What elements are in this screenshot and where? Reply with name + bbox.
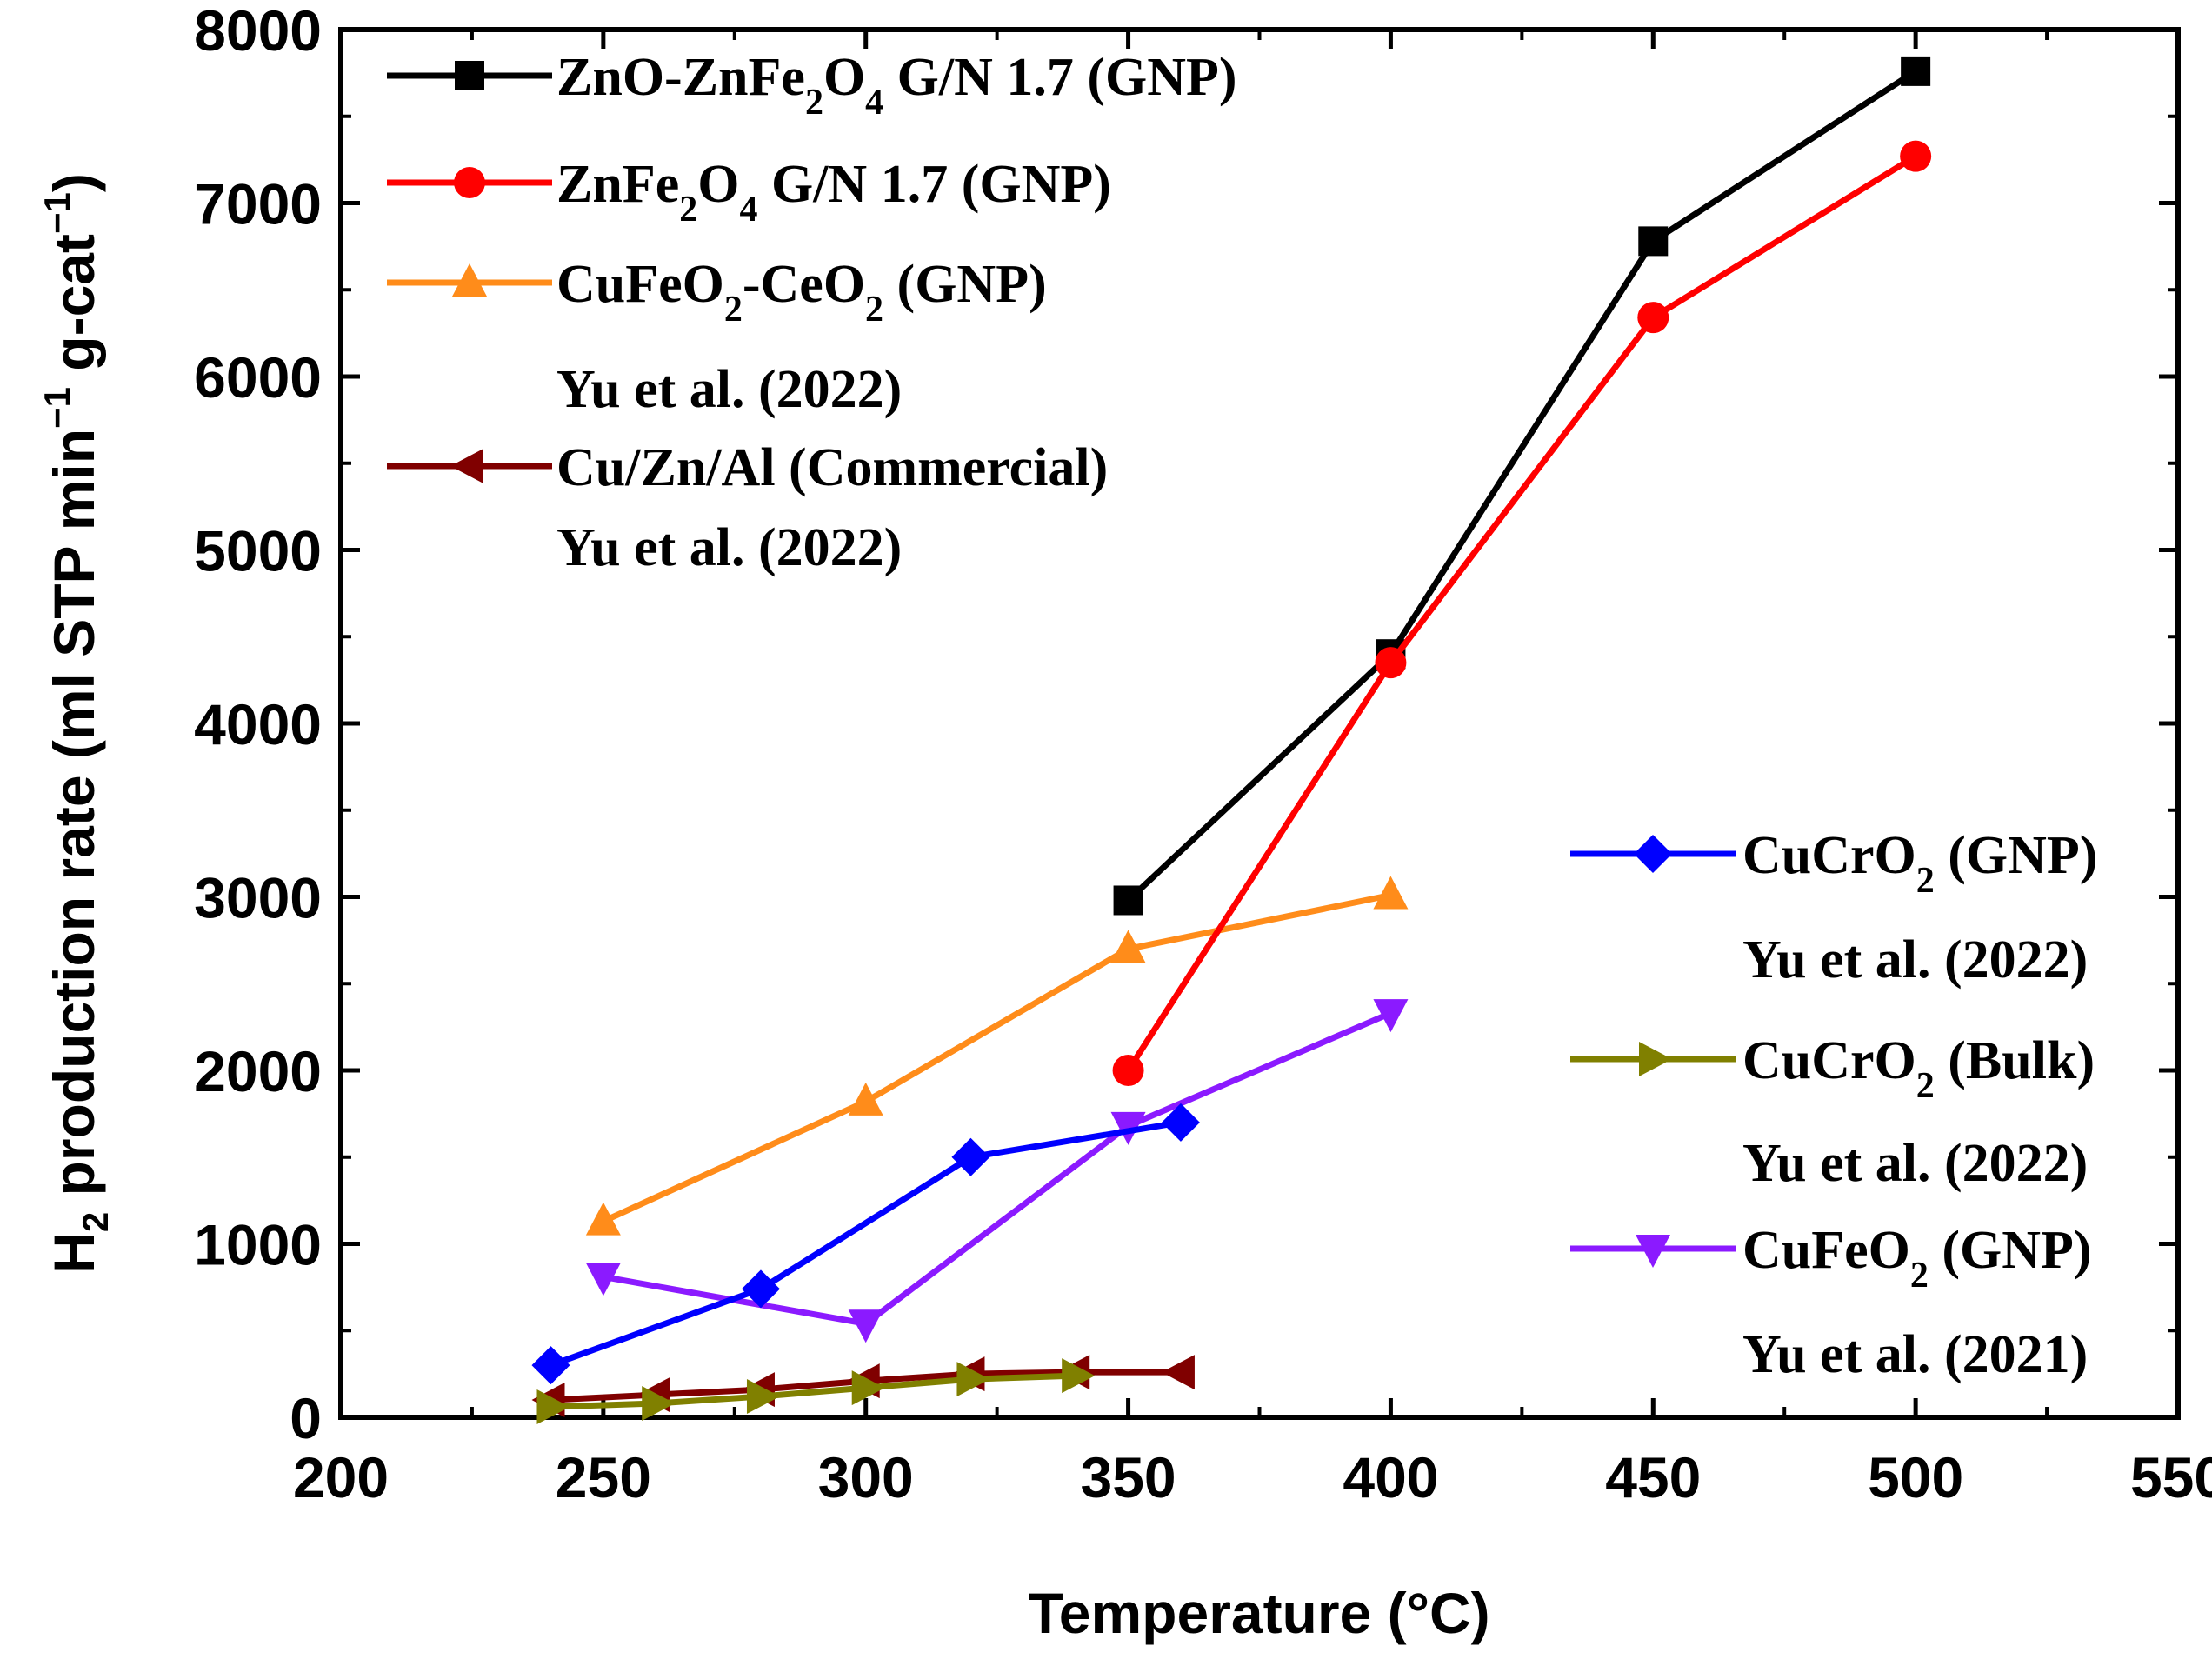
legend-label: ZnO-ZnFe2O4 G/N 1.7 (GNP) xyxy=(556,48,1237,123)
y-axis-title-sup1: −1 xyxy=(37,387,77,429)
y-tick-label: 0 xyxy=(290,1386,322,1450)
data-point-marker xyxy=(531,1346,570,1385)
legend-reference: Yu et al. (2022) xyxy=(556,360,902,419)
series-line xyxy=(1125,153,1917,1072)
legend-marker xyxy=(454,167,485,198)
x-tick-label: 300 xyxy=(818,1445,914,1509)
series-1 xyxy=(1112,140,1932,1086)
y-tick-label: 3000 xyxy=(194,866,322,930)
legend-entry: ZnFe2O4 G/N 1.7 (GNP) xyxy=(387,155,1111,230)
legend-entry: Cu/Zn/Al (Commercial) Yu et al. (2022) xyxy=(387,438,1108,577)
data-point-marker xyxy=(642,1386,676,1422)
legend-label: ZnFe2O4 G/N 1.7 (GNP) xyxy=(556,155,1111,230)
y-tick-label: 1000 xyxy=(194,1213,322,1277)
series-2 xyxy=(585,876,1409,1236)
x-tick-label: 400 xyxy=(1343,1445,1438,1509)
legend-marker xyxy=(1636,1235,1670,1268)
legend-entry: CuCrO2 (GNP) Yu et al. (2022) xyxy=(1570,826,2097,990)
legend: ZnO-ZnFe2O4 G/N 1.7 (GNP) ZnFe2O4 G/N 1.7… xyxy=(387,48,2097,1384)
y-tick-label: 5000 xyxy=(194,519,322,583)
legend-label: CuCrO2 (GNP) xyxy=(1742,826,2097,901)
series-5 xyxy=(536,1358,1096,1425)
series-line xyxy=(1126,68,1918,903)
data-point-marker xyxy=(1901,56,1931,86)
legend-entry: CuCrO2 (Bulk) Yu et al. (2022) xyxy=(1570,1031,2095,1193)
y-axis-title-sub: 2 xyxy=(75,1212,116,1232)
x-tick-label: 500 xyxy=(1868,1445,1963,1509)
data-point-marker xyxy=(1373,999,1409,1033)
data-point-marker xyxy=(851,1370,885,1406)
legend-marker xyxy=(1639,1042,1672,1076)
legend-marker xyxy=(450,449,483,483)
series-line xyxy=(602,892,1392,1224)
y-tick-label: 4000 xyxy=(194,692,322,756)
legend-reference: Yu et al. (2022) xyxy=(1742,930,2088,990)
x-tick-label: 350 xyxy=(1081,1445,1176,1509)
data-point-marker xyxy=(1110,930,1146,963)
legend-entry: CuFeO2 (GNP) Yu et al. (2021) xyxy=(1570,1221,2092,1384)
axis-tick-labels: 200 250 300 350 400 450 500 550 0 1000 2000 3000 400… xyxy=(194,0,2212,1509)
x-tick-label: 250 xyxy=(556,1445,651,1509)
data-point-marker xyxy=(741,1269,780,1309)
data-series xyxy=(531,56,1932,1425)
legend-entry: ZnO-ZnFe2O4 G/N 1.7 (GNP) xyxy=(387,48,1237,123)
series-4 xyxy=(531,1103,1200,1385)
legend-label: CuFeO2-CeO2 (GNP) xyxy=(556,255,1047,330)
data-point-marker xyxy=(1112,1055,1144,1086)
data-point-marker xyxy=(1062,1358,1096,1394)
plot-area-frame xyxy=(338,27,2181,1420)
y-axis-title-mid: production rate (ml STP min xyxy=(42,429,106,1212)
legend-marker xyxy=(452,263,487,297)
y-axis-title-sup2: −1 xyxy=(37,192,77,234)
data-point-marker xyxy=(1638,226,1669,257)
data-point-marker xyxy=(1373,876,1409,910)
data-point-marker xyxy=(1900,140,1932,172)
x-tick-label: 550 xyxy=(2130,1445,2212,1509)
legend-reference: Yu et al. (2021) xyxy=(1742,1325,2088,1384)
legend-label: CuCrO2 (Bulk) xyxy=(1742,1031,2095,1106)
data-point-marker xyxy=(951,1137,990,1176)
data-point-marker xyxy=(1375,647,1407,679)
legend-marker xyxy=(455,61,484,90)
data-point-marker xyxy=(1637,302,1669,334)
y-tick-label: 2000 xyxy=(194,1039,322,1103)
x-tick-label: 450 xyxy=(1605,1445,1701,1509)
x-axis-title: Temperature (°C) xyxy=(1028,1581,1489,1645)
data-point-marker xyxy=(956,1362,990,1397)
x-tick-label: 200 xyxy=(293,1445,389,1509)
y-axis-title-prefix: H xyxy=(42,1232,106,1274)
legend-reference: Yu et al. (2022) xyxy=(1742,1134,2088,1193)
y-axis-title-mid2: g-cat xyxy=(42,234,106,387)
data-point-marker xyxy=(848,1082,883,1116)
y-axis-title-suffix: ) xyxy=(42,173,106,192)
data-point-marker xyxy=(585,1263,621,1296)
data-point-marker xyxy=(1161,1355,1195,1390)
legend-reference: Yu et al. (2022) xyxy=(556,518,902,577)
data-point-marker xyxy=(585,1202,621,1236)
data-point-marker xyxy=(536,1389,570,1425)
legend-label: CuFeO2 (GNP) xyxy=(1742,1221,2092,1296)
legend-label: Cu/Zn/Al (Commercial) xyxy=(556,438,1108,497)
y-axis-title: H2 production rate (ml STP min−1 g-cat−1… xyxy=(37,173,116,1274)
data-point-marker xyxy=(746,1379,780,1415)
data-point-marker xyxy=(848,1309,883,1343)
data-point-marker xyxy=(1113,885,1143,916)
y-tick-label: 8000 xyxy=(194,0,322,63)
y-tick-label: 6000 xyxy=(194,345,322,410)
data-point-marker xyxy=(1161,1103,1200,1142)
axis-ticks xyxy=(338,27,2181,1420)
legend-entry: CuFeO2-CeO2 (GNP) Yu et al. (2022) xyxy=(387,255,1047,419)
y-tick-label: 7000 xyxy=(194,172,322,237)
legend-marker xyxy=(1634,835,1672,873)
series-line xyxy=(550,1119,1182,1369)
series-line xyxy=(550,1372,1076,1410)
